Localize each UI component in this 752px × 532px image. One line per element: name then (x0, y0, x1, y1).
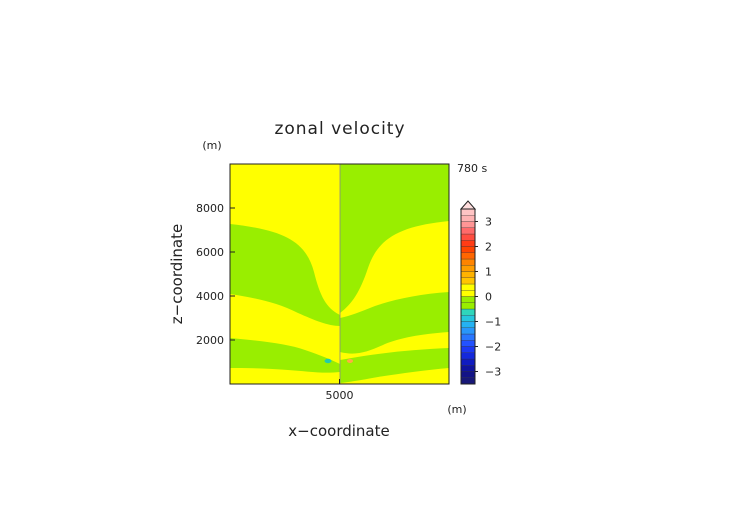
colorbar-step (460, 208, 476, 216)
colorbar-label: 1 (485, 266, 492, 279)
colorbar-step (460, 215, 476, 222)
y-unit-label: (m) (202, 139, 221, 152)
colorbar-step (460, 283, 476, 291)
y-axis-label: z−coordinate (168, 224, 186, 324)
chart-title: zonal velocity (274, 119, 405, 139)
colorbar-step (460, 377, 476, 385)
contour-region-left-lower (230, 338, 340, 373)
colorbar-step (460, 221, 476, 228)
x-axis: 5000 (326, 379, 354, 402)
contour-region-right-mid (340, 292, 449, 354)
colorbar-step (460, 308, 476, 316)
colorbar-step (460, 302, 476, 310)
colorbar-step (460, 246, 476, 253)
y-axis: 2000 4000 6000 8000 (196, 202, 235, 347)
colorbar-step (460, 258, 476, 266)
colorbar-label: 0 (485, 291, 492, 304)
x-unit-label: (m) (447, 403, 466, 416)
colorbar-step (460, 352, 476, 360)
colorbar-step (460, 252, 476, 260)
colorbar-label: −3 (485, 366, 501, 379)
velocity-field (230, 164, 449, 384)
colorbar-step (460, 346, 476, 353)
colorbar-extend-arrow (459, 200, 477, 210)
colorbar-step (460, 321, 476, 328)
y-tick-label: 2000 (196, 334, 224, 347)
colorbar-label: −1 (485, 316, 501, 329)
colorbar-step (460, 333, 476, 341)
positive-cell (347, 359, 353, 363)
contour-region-right-lower (340, 348, 449, 383)
colorbar-step (460, 327, 476, 335)
x-axis-label: x−coordinate (288, 422, 389, 440)
colorbar-step (460, 315, 476, 322)
contour-region-upper-left (230, 224, 340, 326)
colorbar-step (460, 265, 476, 272)
colorbar-label: 2 (485, 241, 492, 254)
time-label: 780 s (457, 162, 487, 175)
colorbar-label: −2 (485, 341, 501, 354)
y-tick-label: 4000 (196, 290, 224, 303)
colorbar-step (460, 296, 476, 303)
colorbar-step (460, 233, 476, 241)
colorbar-step (460, 371, 476, 378)
y-tick-label: 6000 (196, 246, 224, 259)
colorbar-label: 3 (485, 216, 492, 229)
negative-cell (324, 358, 332, 364)
colorbar-step (460, 290, 476, 297)
colorbar-step (460, 358, 476, 366)
colorbar-step (460, 271, 476, 278)
y-tick-label: 8000 (196, 202, 224, 215)
colorbar-step (460, 340, 476, 347)
colorbar-step (460, 227, 476, 235)
colorbar: 3 2 1 0 −1 −2 −3 (459, 200, 501, 385)
contour-region-upper-right (340, 164, 449, 313)
x-tick-label: 5000 (326, 389, 354, 402)
colorbar-step (460, 277, 476, 285)
colorbar-step (460, 365, 476, 372)
colorbar-step (460, 240, 476, 247)
